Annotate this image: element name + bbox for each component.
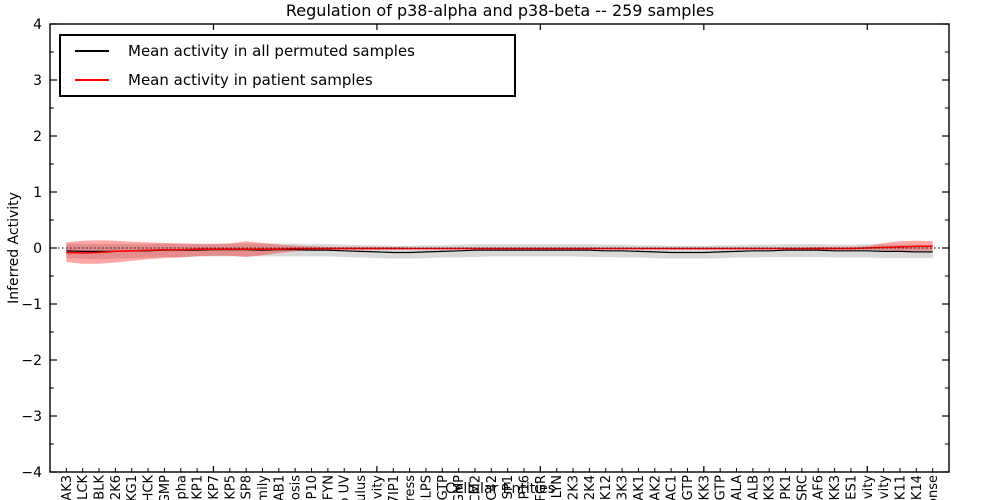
legend: Mean activity in all permuted samples Me… bbox=[59, 34, 516, 97]
x-category-label: DUSP8 bbox=[240, 475, 255, 500]
x-category-label: RAC1 bbox=[665, 475, 680, 500]
x-category-label: FYN bbox=[321, 475, 336, 500]
x-category-label: PRKG1 bbox=[125, 475, 140, 500]
x-category-label: MAP2K3 bbox=[567, 475, 582, 500]
x-category-label: RAC1-CDC42/GTP bbox=[681, 475, 696, 500]
x-category-label: positive regulation of innate immune res… bbox=[926, 475, 941, 500]
x-category-label: MAPK11 bbox=[894, 475, 909, 500]
chart-title: Regulation of p38-alpha and p38-beta -- … bbox=[285, 1, 715, 20]
y-tick-label: 2 bbox=[33, 129, 42, 145]
y-tick-label: 0 bbox=[33, 241, 42, 257]
y-tick-label: 3 bbox=[33, 73, 42, 89]
x-category-label: RIP1/MEKK3 bbox=[763, 475, 778, 500]
x-category-label: LCK bbox=[76, 475, 91, 500]
x-category-label: BLK bbox=[93, 475, 108, 500]
x-category-label: SRC bbox=[795, 475, 810, 500]
confidence-band-0 bbox=[66, 243, 933, 260]
x-category-label: HCK bbox=[142, 475, 157, 500]
x-category-label: TRAF6 bbox=[812, 475, 827, 500]
x-category-label: MAP2K4 bbox=[583, 475, 598, 500]
x-category-label: p38 alpha/TAB1 bbox=[272, 475, 287, 500]
legend-label-patient: Mean activity in patient samples bbox=[128, 71, 373, 90]
x-category-label: MAP2K6 bbox=[109, 475, 124, 500]
y-tick-label: −3 bbox=[21, 409, 42, 425]
x-category-label: CCM2 bbox=[469, 475, 484, 500]
x-category-label: tumor necrosis factor receptor activity bbox=[370, 475, 385, 500]
x-category-label: DUSP16 bbox=[518, 475, 533, 500]
x-category-label: PAK1 bbox=[632, 475, 647, 500]
legend-item-patient: Mean activity in patient samples bbox=[61, 66, 514, 96]
x-category-label: DUSP1 bbox=[501, 475, 516, 500]
legend-line-swatch-permuted bbox=[75, 49, 109, 52]
y-tick-label: −2 bbox=[21, 353, 42, 369]
x-category-label: interleukin-1 receptor activity bbox=[861, 475, 876, 500]
legend-label-permuted: Mean activity in all permuted samples bbox=[128, 41, 415, 60]
x-category-label: mol:LPS bbox=[419, 475, 434, 500]
legend-item-permuted: Mean activity in all permuted samples bbox=[61, 36, 514, 66]
x-category-label: TRAF6/MEKK3 bbox=[828, 475, 843, 500]
x-category-label: RAL/GTP bbox=[714, 475, 729, 500]
confidence-band-1 bbox=[66, 240, 933, 264]
x-category-label: RAC1/OSM/MEKK3/MKK3 bbox=[697, 475, 712, 500]
x-category-label: p38alpha-beta/MKP1 bbox=[191, 475, 206, 500]
x-category-label: PAK3 bbox=[60, 475, 75, 500]
legend-line-swatch-patient bbox=[75, 79, 109, 82]
x-category-label: RIPK1 bbox=[779, 475, 794, 500]
x-category-label: YES1 bbox=[844, 475, 859, 500]
x-axis-label: Cellular Entities bbox=[444, 481, 556, 497]
y-tick-label: −4 bbox=[21, 465, 42, 481]
x-category-label: MAP3K12 bbox=[599, 475, 614, 500]
x-category-label: MAP3K3 bbox=[616, 475, 631, 500]
x-category-label: PAK2 bbox=[648, 475, 663, 500]
x-category-label: FGR bbox=[534, 475, 549, 500]
x-category-label: epidermal growth factor receptor activit… bbox=[877, 475, 892, 500]
x-category-label: response to stress bbox=[403, 475, 418, 500]
x-category-label: RAC1-CDC42/GTP/PAK family bbox=[256, 475, 271, 500]
x-category-label: MAP3K7IP1 bbox=[387, 475, 402, 500]
x-category-label: LYN bbox=[550, 475, 565, 498]
x-category-label: p38alpha-beta/MKP7 bbox=[207, 475, 222, 500]
x-category-label: mol:GTP bbox=[436, 475, 451, 500]
x-category-label: p38alpha-beta/MKP5 bbox=[223, 475, 238, 500]
series-line-1 bbox=[66, 245, 933, 254]
x-category-label: response to UV bbox=[338, 475, 353, 500]
x-category-label: RALB bbox=[746, 475, 761, 500]
x-category-label: MAPK14 bbox=[910, 475, 925, 500]
y-tick-label: 4 bbox=[33, 17, 42, 33]
x-category-label: PGK/cGMP/p38 alpha bbox=[174, 475, 189, 500]
x-category-label: mol:cGMP bbox=[452, 475, 467, 500]
x-category-label: DUSP10 bbox=[305, 475, 320, 500]
y-tick-label: −1 bbox=[21, 297, 42, 313]
x-category-label: response to insulin stimulus bbox=[354, 475, 369, 500]
x-category-label: RALA bbox=[730, 475, 745, 500]
x-category-label: CDC42 bbox=[485, 475, 500, 500]
x-category-label: PGK/cGMP bbox=[158, 475, 173, 500]
x-category-label: apoptosis bbox=[289, 475, 304, 500]
y-tick-label: 1 bbox=[33, 185, 42, 201]
